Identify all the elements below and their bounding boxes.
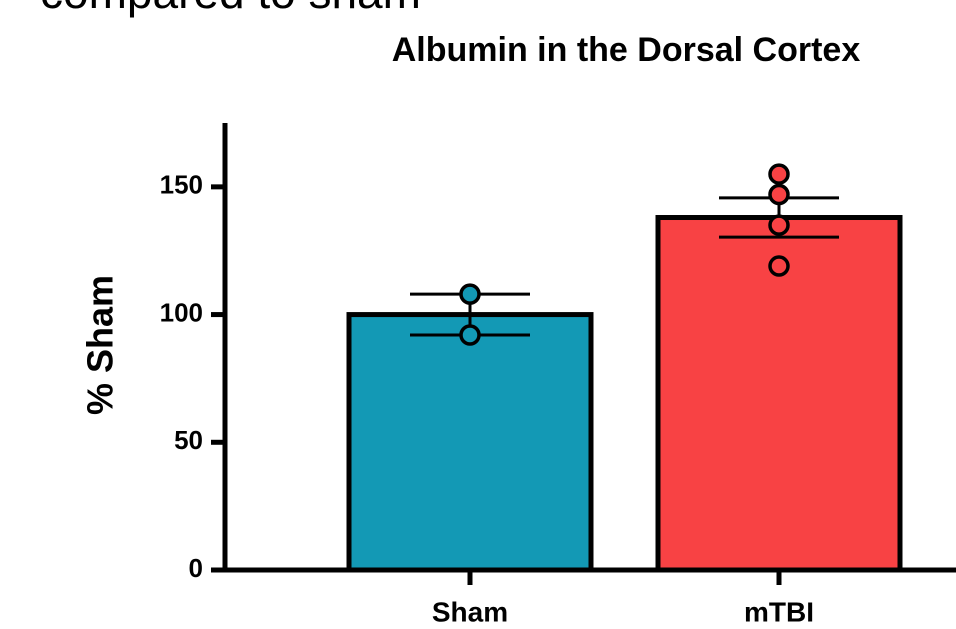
data-point <box>459 283 481 305</box>
y-axis-label: % Sham <box>80 275 121 415</box>
y-tick-label: 50 <box>174 425 203 455</box>
bar <box>346 312 594 573</box>
data-point <box>768 183 790 206</box>
data-point <box>768 255 790 277</box>
data-point <box>459 324 481 346</box>
heading: compared to sham <box>40 0 421 18</box>
x-tick-label: mTBI <box>744 596 814 627</box>
data-point <box>768 163 790 185</box>
y-tick-label: 150 <box>160 170 203 200</box>
x-tick-label: Sham <box>432 596 508 627</box>
y-tick-label: 0 <box>189 553 203 583</box>
y-tick-label: 100 <box>160 297 203 327</box>
chart-title: Albumin in the Dorsal Cortex <box>392 31 861 69</box>
data-point <box>768 214 790 236</box>
